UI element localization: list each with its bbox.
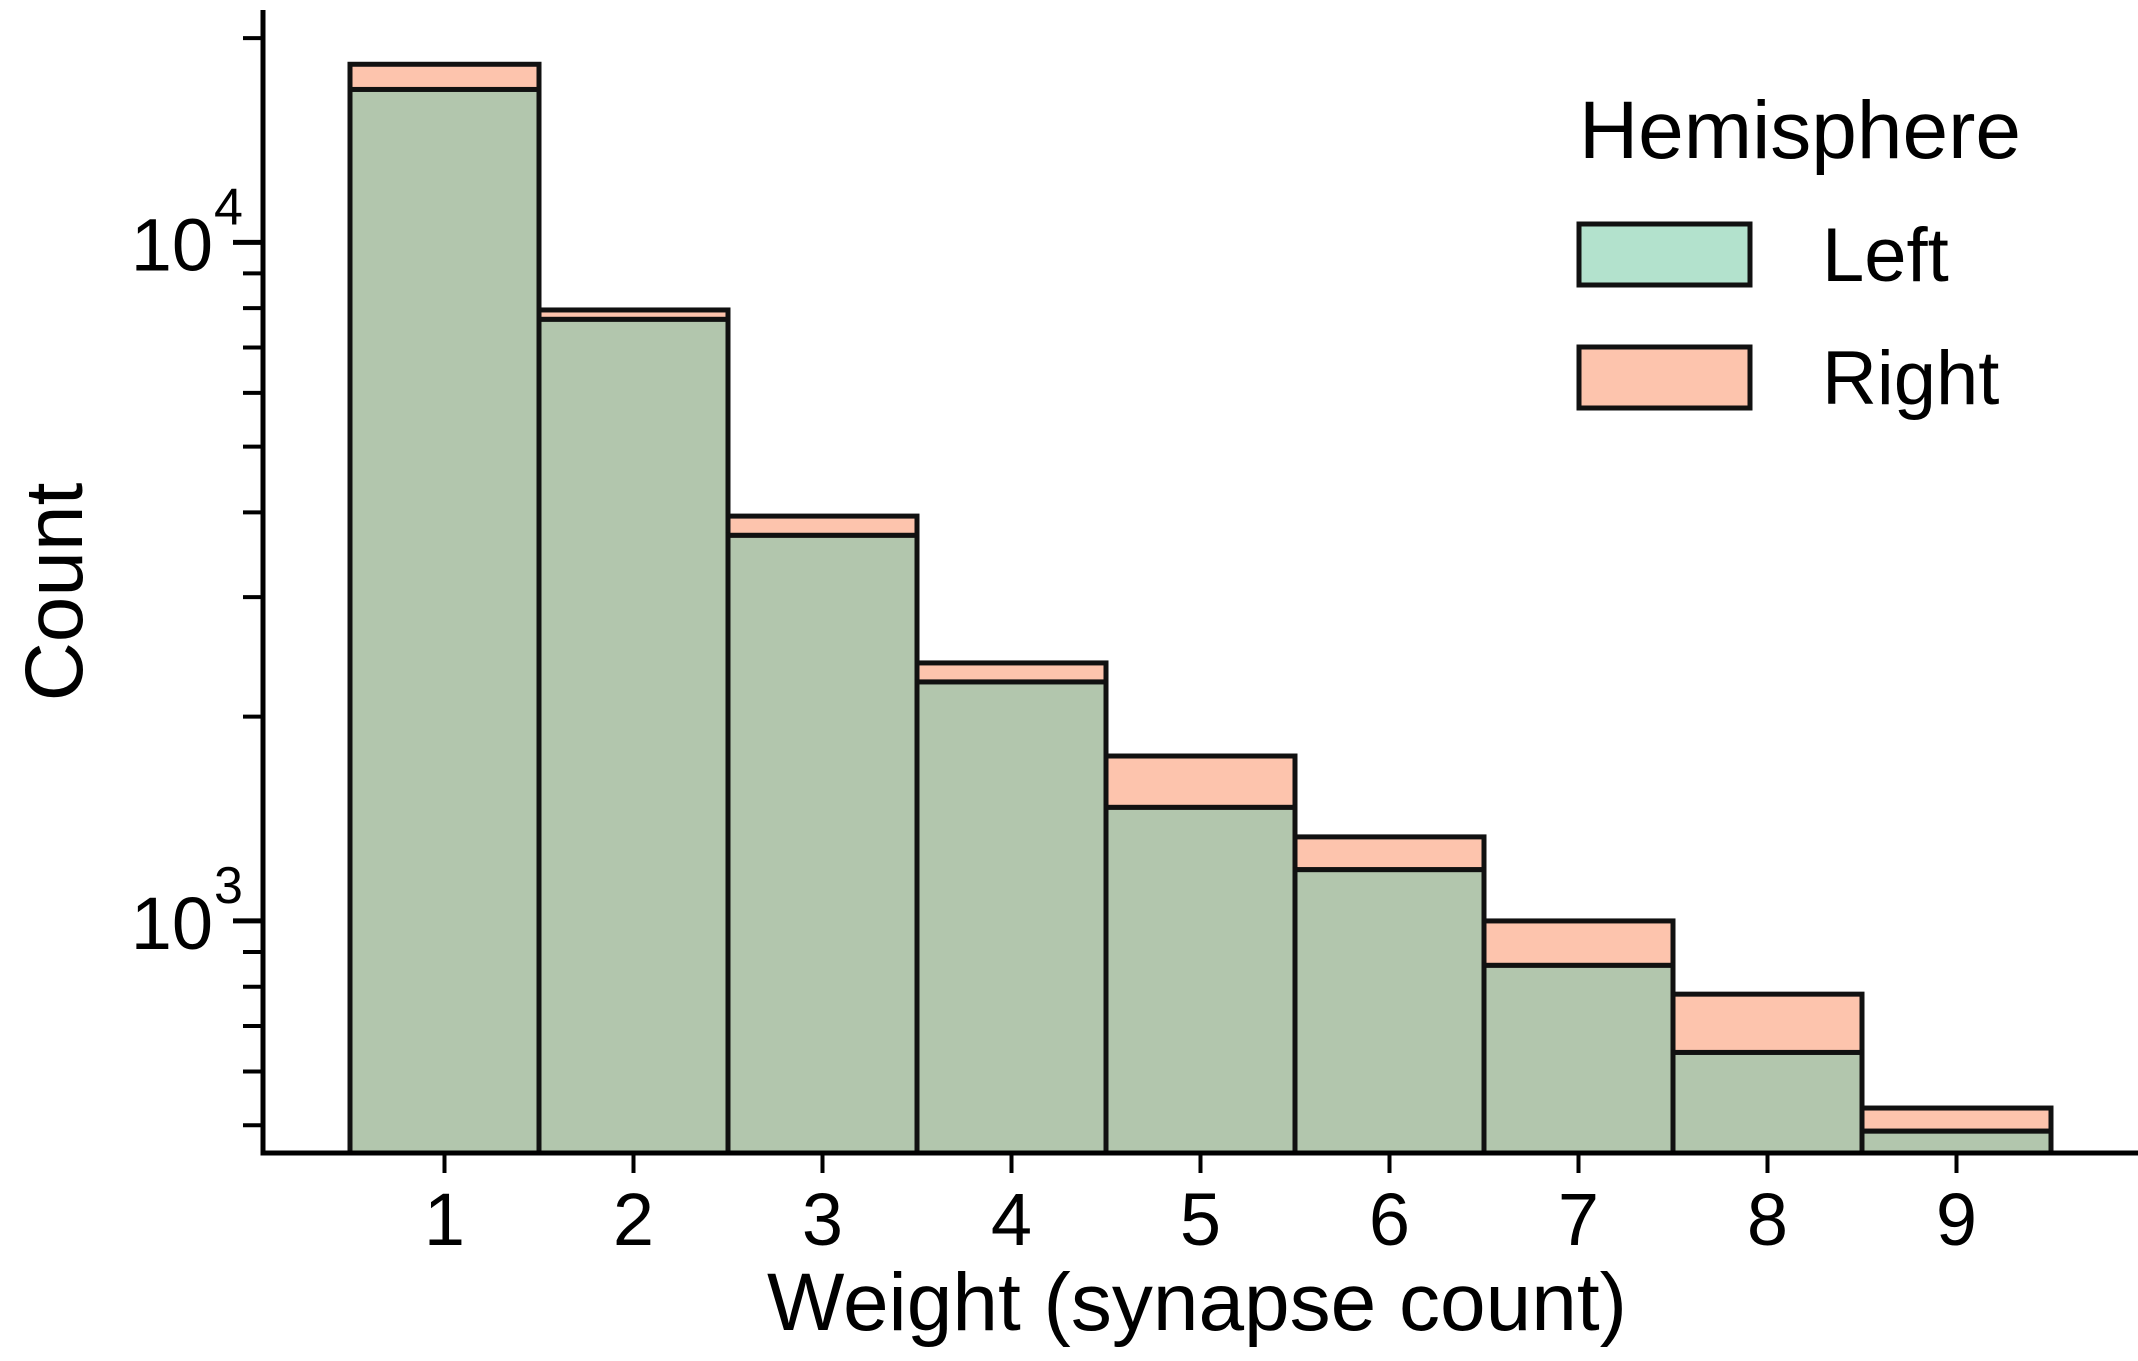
legend-swatch-right [1576,344,1753,411]
legend-entries: Left Right [1576,213,1999,421]
bar-right-4 [914,660,1109,685]
bar-right-7 [1481,918,1676,968]
legend-label-left: Left [1822,213,1949,298]
legend-label-right: Right [1822,336,1999,421]
y-tick-exponent: 3 [214,857,243,915]
x-tick-label: 1 [424,1178,465,1261]
x-axis-label: Weight (synapse count) [767,1257,1627,1348]
bar-left-3 [725,532,920,1156]
bar-right-6 [1292,834,1487,873]
bar-left-9 [1859,1128,2054,1156]
x-tick-label: 2 [613,1178,654,1261]
bar-left-6 [1292,867,1487,1156]
bar-right-5 [1103,753,1298,810]
x-tick-label: 5 [1180,1178,1221,1261]
y-axis-label: Count [9,482,100,701]
x-tick-label: 4 [991,1178,1032,1261]
y-tick-exponent: 4 [214,178,243,236]
y-tick-label: 10 [131,882,213,965]
bar-left-5 [1103,804,1298,1156]
x-tick-label: 8 [1747,1178,1788,1261]
legend: Hemisphere Left Right [1576,85,2021,421]
x-tick-label: 9 [1936,1178,1977,1261]
legend-swatch-left [1576,221,1753,288]
x-axis: 1 2 3 4 5 6 7 8 9 [260,1150,2138,1261]
bar-left-7 [1481,962,1676,1156]
right-series-bars [347,61,2054,1134]
bar-left-8 [1670,1049,1865,1156]
bar-right-3 [725,513,920,538]
legend-title: Hemisphere [1579,85,2021,176]
bar-left-4 [914,679,1109,1156]
x-tick-label: 6 [1369,1178,1410,1261]
bar-right-1 [347,61,542,92]
left-series-bars [347,86,2054,1156]
bar-right-9 [1859,1105,2054,1134]
x-tick-label: 7 [1558,1178,1599,1261]
y-tick-label: 10 [131,203,213,286]
bar-right-8 [1670,991,1865,1055]
bar-left-2 [536,316,731,1156]
x-tick-label: 3 [802,1178,843,1261]
bar-left-1 [347,86,542,1156]
